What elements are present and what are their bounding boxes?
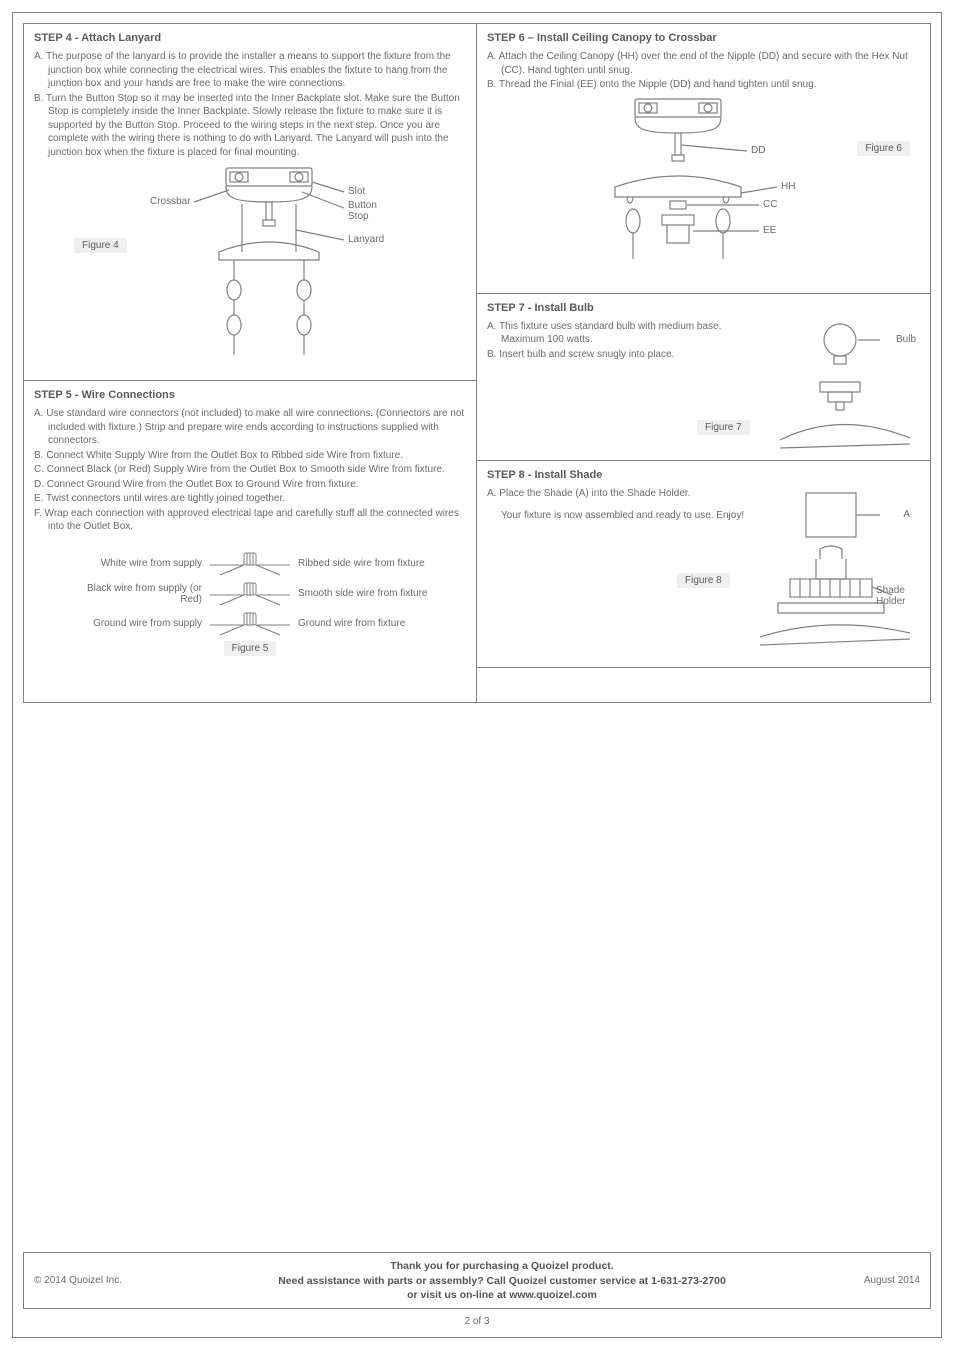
content-grid: STEP 4 - Attach Lanyard A. The purpose o…	[23, 23, 931, 703]
callout-cc: CC	[763, 199, 777, 210]
crossbar-svg	[34, 160, 474, 370]
left-column: STEP 4 - Attach Lanyard A. The purpose o…	[24, 24, 477, 702]
step-7-b: B. Insert bulb and screw snugly into pla…	[487, 348, 767, 362]
step-4-title: STEP 4 - Attach Lanyard	[34, 32, 466, 44]
callout-dd: DD	[751, 145, 765, 156]
step-6-b: B. Thread the Finial (EE) onto the Nippl…	[487, 78, 920, 92]
callout-hh: HH	[781, 181, 795, 192]
wire-r1: Ribbed side wire from fixture	[298, 558, 428, 569]
step-5: STEP 5 - Wire Connections A. Use standar…	[24, 381, 476, 666]
wire-r3: Ground wire from fixture	[298, 618, 428, 629]
callout-buttonstop: Button Stop	[348, 200, 398, 222]
step-6-title: STEP 6 – Install Ceiling Canopy to Cross…	[487, 32, 920, 44]
step-8-b: Your fixture is now assembled and ready …	[487, 509, 747, 523]
wire-row-3: Ground wire from supply Ground wire from…	[34, 611, 466, 637]
footer-date: August 2014	[830, 1275, 920, 1286]
footer-thank: Thank you for purchasing a Quoizel produ…	[174, 1259, 830, 1273]
figure-5-label: Figure 5	[224, 641, 277, 656]
footer-visit: or visit us on-line at www.quoizel.com	[174, 1288, 830, 1302]
step-6-body: A. Attach the Ceiling Canopy (HH) over t…	[487, 50, 920, 92]
wire-row-1: White wire from supply Ribbed side wire …	[34, 551, 466, 577]
wire-row-2: Black wire from supply (or Red) Smooth s…	[34, 581, 466, 607]
connector-icon	[210, 611, 290, 637]
step-8: STEP 8 - Install Shade A. Place the Shad…	[477, 461, 930, 668]
step-7-diagram: A. This fixture uses standard bulb with …	[487, 320, 920, 450]
wire-l2: Black wire from supply (or Red)	[72, 583, 202, 605]
page-number: 2 of 3	[13, 1316, 941, 1327]
shade-svg	[760, 487, 920, 657]
page-border: STEP 4 - Attach Lanyard A. The purpose o…	[12, 12, 942, 1338]
callout-bulb: Bulb	[896, 334, 916, 345]
step-4-body: A. The purpose of the lanyard is to prov…	[34, 50, 466, 159]
figure-6-label: Figure 6	[857, 141, 910, 156]
callout-crossbar: Crossbar	[150, 196, 191, 207]
callout-ee: EE	[763, 225, 776, 236]
empty-cell	[477, 668, 930, 702]
callout-a: A	[903, 509, 910, 520]
wire-l3: Ground wire from supply	[72, 618, 202, 629]
step-5-c: C. Connect Black (or Red) Supply Wire fr…	[34, 463, 466, 477]
figure-8-label: Figure 8	[677, 573, 730, 588]
step-7-a: A. This fixture uses standard bulb with …	[487, 320, 767, 347]
callout-lanyard: Lanyard	[348, 234, 384, 245]
step-8-diagram: A. Place the Shade (A) into the Shade Ho…	[487, 487, 920, 657]
canopy-svg	[487, 93, 927, 283]
callout-shadeholder: Shade Holder	[876, 585, 920, 607]
step-5-d: D. Connect Ground Wire from the Outlet B…	[34, 478, 466, 492]
step-5-title: STEP 5 - Wire Connections	[34, 389, 466, 401]
connector-icon	[210, 581, 290, 607]
step-5-body: A. Use standard wire connectors (not inc…	[34, 407, 466, 534]
wire-r2: Smooth side wire from fixture	[298, 588, 428, 599]
step-8-title: STEP 8 - Install Shade	[487, 469, 920, 481]
step-5-b: B. Connect White Supply Wire from the Ou…	[34, 449, 466, 463]
step-6: STEP 6 – Install Ceiling Canopy to Cross…	[477, 24, 930, 294]
step-7-title: STEP 7 - Install Bulb	[487, 302, 920, 314]
step-4-diagram: Crossbar Slot Button Stop Lanyard Figure…	[34, 160, 466, 370]
wire-l1: White wire from supply	[72, 558, 202, 569]
step-5-f: F. Wrap each connection with approved el…	[34, 507, 466, 534]
right-column: STEP 6 – Install Ceiling Canopy to Cross…	[477, 24, 930, 702]
figure-4-label: Figure 4	[74, 238, 127, 253]
callout-slot: Slot	[348, 186, 365, 197]
step-6-diagram: DD HH CC EE Figure 6	[487, 93, 920, 283]
figure-7-label: Figure 7	[697, 420, 750, 435]
footer-center: Thank you for purchasing a Quoizel produ…	[174, 1259, 830, 1302]
step-5-e: E. Twist connectors until wires are tigh…	[34, 492, 466, 506]
step-4-b: B. Turn the Button Stop so it may be ins…	[34, 92, 466, 160]
footer-box: © 2014 Quoizel Inc. Thank you for purcha…	[23, 1252, 931, 1309]
step-7: STEP 7 - Install Bulb A. This fixture us…	[477, 294, 930, 461]
step-4: STEP 4 - Attach Lanyard A. The purpose o…	[24, 24, 476, 381]
step-6-a: A. Attach the Ceiling Canopy (HH) over t…	[487, 50, 920, 77]
step-5-a: A. Use standard wire connectors (not inc…	[34, 407, 466, 448]
footer-assist: Need assistance with parts or assembly? …	[174, 1274, 830, 1288]
connector-icon	[210, 551, 290, 577]
footer-copyright: © 2014 Quoizel Inc.	[34, 1275, 174, 1286]
step-8-a: A. Place the Shade (A) into the Shade Ho…	[487, 487, 747, 501]
step-4-a: A. The purpose of the lanyard is to prov…	[34, 50, 466, 91]
